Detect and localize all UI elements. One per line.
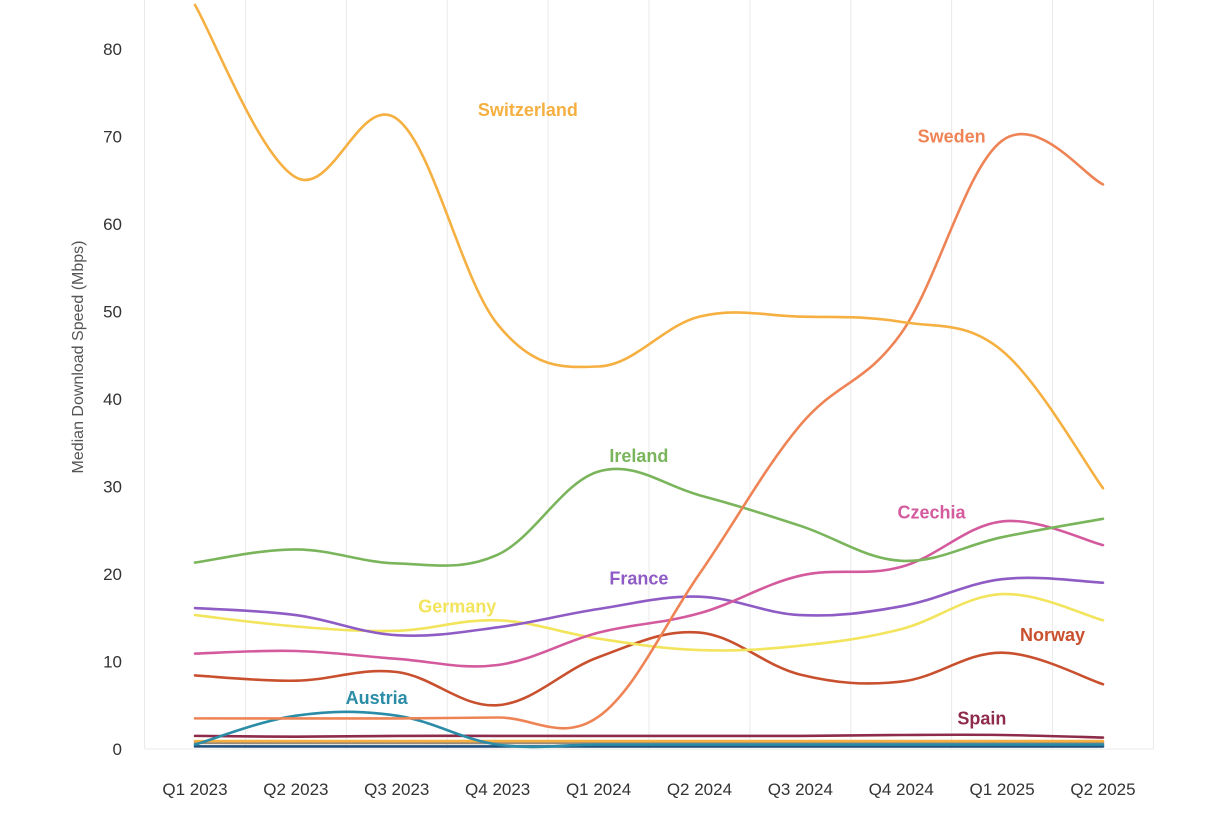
x-tick-label: Q1 2024 xyxy=(566,780,631,799)
series-label-spain: Spain xyxy=(957,708,1006,728)
x-tick-label: Q2 2024 xyxy=(667,780,732,799)
series-labels: Switzerland Sweden Ireland Czechia France Ger… xyxy=(346,100,1085,728)
x-tick-label: Q3 2023 xyxy=(364,780,429,799)
gridlines xyxy=(144,0,1154,750)
y-tick-label: 10 xyxy=(103,652,122,671)
x-tick-label: Q4 2024 xyxy=(869,780,934,799)
series-label-czechia: Czechia xyxy=(897,503,966,523)
series-label-switzerland: Switzerland xyxy=(478,100,578,120)
series-line-czechia xyxy=(193,519,1105,668)
series-lines xyxy=(193,3,1105,749)
x-tick-label: Q3 2024 xyxy=(768,780,833,799)
x-tick-label: Q2 2023 xyxy=(263,780,328,799)
x-tick-label: Q1 2025 xyxy=(969,780,1034,799)
series-line-sweden xyxy=(193,132,1105,730)
series-label-ireland: Ireland xyxy=(609,446,668,466)
y-tick-label: 80 xyxy=(103,40,122,59)
series-line-switzerland xyxy=(193,3,1105,490)
series-line-germany xyxy=(193,592,1105,652)
x-tick-label: Q4 2023 xyxy=(465,780,530,799)
y-tick-label: 30 xyxy=(103,477,122,496)
y-axis-title: Median Download Speed (Mbps) xyxy=(70,240,87,473)
x-axis: Q1 2023 Q2 2023 Q3 2023 Q4 2023 Q1 2024 Q2 20… xyxy=(162,780,1135,799)
y-tick-label: 60 xyxy=(103,215,122,234)
series-line-austria xyxy=(193,710,1105,749)
series-line-spain xyxy=(193,733,1105,739)
y-tick-label: 40 xyxy=(103,390,122,409)
y-tick-label: 50 xyxy=(103,302,122,321)
series-line-norway xyxy=(193,630,1105,707)
series-label-norway: Norway xyxy=(1020,625,1085,645)
y-axis: 0 10 20 30 40 50 60 70 80 xyxy=(103,40,122,759)
series-label-austria: Austria xyxy=(346,688,409,708)
y-tick-label: 20 xyxy=(103,565,122,584)
series-label-germany: Germany xyxy=(418,596,496,616)
series-label-sweden: Sweden xyxy=(918,126,986,146)
x-tick-label: Q1 2023 xyxy=(162,780,227,799)
series-line-ireland xyxy=(193,467,1105,567)
series-label-france: France xyxy=(609,568,668,588)
y-tick-label: 70 xyxy=(103,127,122,146)
x-tick-label: Q2 2025 xyxy=(1070,780,1135,799)
series-line-france xyxy=(193,576,1105,638)
y-tick-label: 0 xyxy=(113,740,122,759)
